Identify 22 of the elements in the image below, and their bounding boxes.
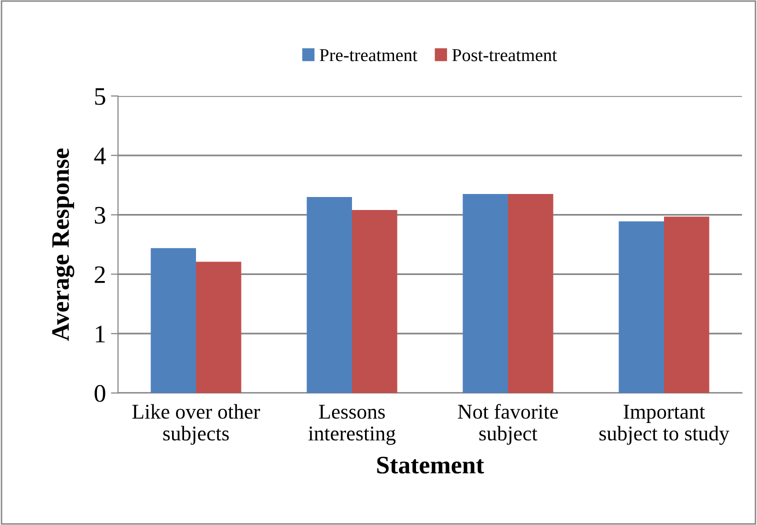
bar [150, 248, 196, 393]
x-tick-label: Not favorite subject [458, 404, 558, 445]
x-tick-label: Important subject to study [599, 404, 730, 445]
bar [352, 210, 398, 393]
x-tick-label: Lessons interesting [308, 404, 396, 445]
y-tick-label: 2 [94, 266, 105, 283]
y-tick-label: 3 [94, 206, 106, 224]
legend-label: Post-treatment [452, 49, 557, 62]
legend-label: Pre-treatment [320, 49, 418, 62]
y-tick-label: 0 [94, 385, 106, 402]
y-axis-title: Average Response [52, 148, 74, 341]
x-tick-label: Like over other subjects [132, 404, 260, 445]
bar [618, 221, 664, 393]
y-tick-label: 4 [94, 148, 106, 164]
x-axis-title: Statement [377, 456, 484, 474]
bar [508, 194, 554, 393]
bar [462, 194, 508, 393]
bar [196, 262, 242, 393]
y-tick-label: 1 [96, 326, 105, 342]
bar [664, 216, 710, 393]
bar [306, 196, 352, 393]
y-tick-label: 5 [95, 88, 106, 105]
